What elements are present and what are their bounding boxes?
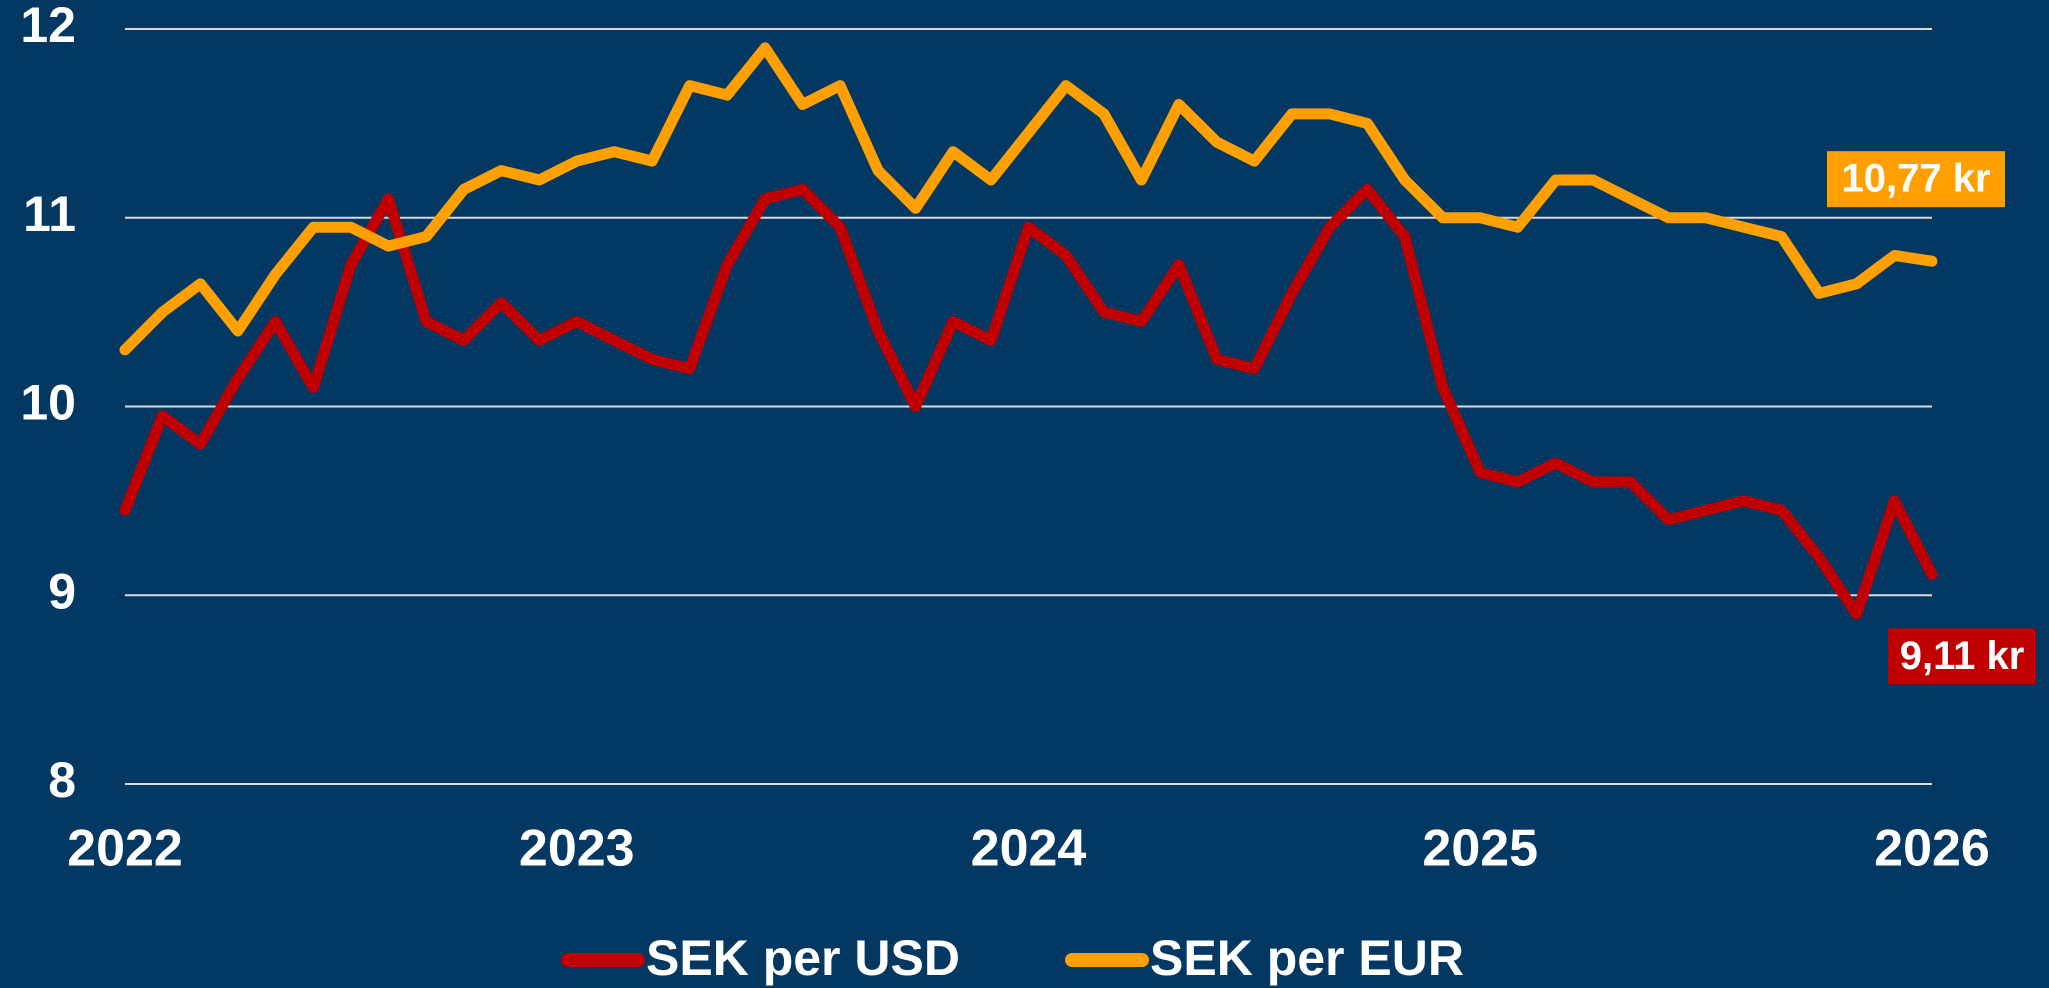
y-tick-label: 11 [23,186,76,242]
line [119,42,1938,356]
y-tick-label: 8 [48,752,76,808]
end-label: 9,11 kr [1900,634,2025,678]
x-tick-label: 2024 [971,820,1087,878]
y-tick-label: 10 [20,375,76,431]
end-label-box [1827,151,2005,208]
y-tick-label: 9 [48,563,76,619]
legend-label: SEK per USD [646,930,960,986]
end-label-box [1888,628,2036,685]
line [119,183,1938,620]
x-tick-label: 2026 [1874,820,1990,878]
x-tick-label: 2023 [519,820,635,878]
legend-label: SEK per EUR [1150,930,1464,986]
y-tick-label: 12 [20,0,76,53]
x-tick-label: 2022 [67,820,183,878]
end-label: 10,77 kr [1841,157,1990,201]
x-tick-label: 2025 [1422,820,1538,878]
